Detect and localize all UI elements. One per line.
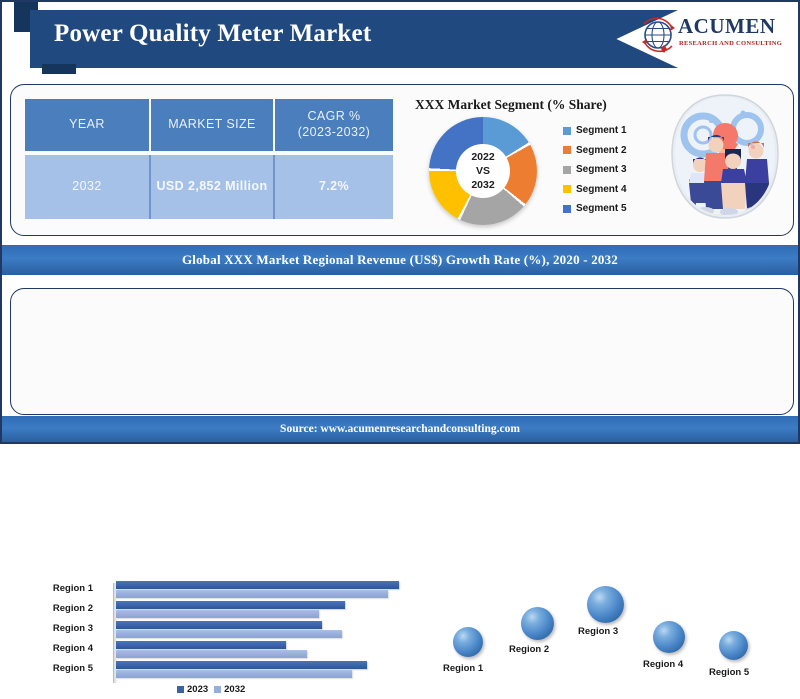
bubble-region-3 (587, 586, 624, 623)
cell-year: 2032 (25, 155, 149, 219)
donut-center-line3: 2032 (471, 179, 495, 192)
bar-chart-legend: 2023 2032 (177, 684, 245, 695)
title-banner (30, 10, 678, 68)
header-cagr-line2: (2023-2032) (297, 125, 371, 139)
bar-legend-swatch-2032 (214, 686, 222, 693)
legend-label-segment-4: Segment 4 (576, 183, 627, 195)
segment-legend: Segment 1 Segment 2 Segment 3 Segment 4 … (563, 121, 673, 219)
bubble-region-5 (719, 631, 748, 660)
legend-swatch-segment-2 (563, 146, 571, 155)
legend-swatch-segment-4 (563, 185, 571, 194)
bubble-region-4 (653, 621, 685, 653)
bar-legend-label-2023: 2023 (187, 684, 209, 695)
legend-label-segment-5: Segment 5 (576, 203, 627, 215)
legend-item: Segment 3 (563, 160, 673, 180)
bar-2023-region-5 (116, 661, 367, 669)
bar-category-label: Region 4 (52, 643, 93, 654)
segment-donut-chart: 2022 VS 2032 (429, 117, 537, 225)
charts-card: Region 1 Region 2 Region 3 Region 4 (10, 288, 794, 695)
bar-2023-region-1 (116, 581, 399, 589)
bubble-label-region-2: Region 2 (509, 644, 550, 655)
bar-legend-item-2032: 2032 (214, 684, 245, 695)
legend-item: Segment 2 (563, 141, 673, 161)
donut-center-line2: VS (475, 164, 490, 177)
footer-source-text: Source: www.acumenresearchandconsulting.… (280, 423, 520, 435)
bar-category-label: Region 5 (52, 663, 93, 674)
legend-swatch-segment-5 (563, 204, 571, 213)
donut-center-line1: 2022 (471, 150, 495, 163)
bar-2023-region-2 (116, 601, 345, 609)
bubble-region-2 (521, 607, 554, 640)
acumen-logo: ACUMEN RESEARCH AND CONSULTING (638, 14, 788, 64)
bar-category-label: Region 2 (52, 603, 93, 614)
bubble-region-1 (453, 627, 483, 657)
legend-label-segment-2: Segment 2 (576, 144, 627, 156)
header-cell-cagr: CAGR % (2023-2032) (273, 99, 393, 151)
regional-bar-chart: Region 1 Region 2 Region 3 Region 4 (27, 581, 413, 697)
cell-market-size: USD 2,852 Million (149, 155, 273, 219)
legend-swatch-segment-1 (563, 126, 571, 135)
bubble-label-region-1: Region 1 (443, 663, 484, 674)
table-row-divider (25, 151, 393, 155)
bar-legend-label-2032: 2032 (224, 684, 246, 695)
banner-corner-tab-bottom (42, 64, 76, 74)
bar-legend-item-2023: 2023 (177, 684, 208, 695)
bubble-label-region-5: Region 5 (709, 667, 750, 678)
segment-chart-title: XXX Market Segment (% Share) (415, 97, 607, 112)
bar-2032-region-2 (116, 610, 319, 618)
legend-label-segment-3: Segment 3 (576, 164, 627, 176)
summary-card: YEAR MARKET SIZE CAGR % (2023-2032) 2032… (10, 84, 794, 236)
bubble-label-region-4: Region 4 (643, 659, 684, 670)
bar-category-label: Region 1 (52, 583, 93, 594)
logo-wordmark: ACUMEN (678, 14, 776, 38)
bar-legend-swatch-2023 (177, 686, 184, 693)
bubble-label-region-3: Region 3 (578, 626, 619, 637)
bar-category-label: Region 3 (52, 623, 93, 634)
regional-bubble-chart: Region 1 Region 2 Region 3 Region 4 Regi… (431, 579, 797, 699)
donut-center-label: 2022 VS 2032 (456, 144, 510, 198)
section-banner-title: Global XXX Market Regional Revenue (US$)… (181, 252, 618, 267)
footer: Source: www.acumenresearchandconsulting.… (2, 416, 798, 442)
header-cell-year: YEAR (25, 99, 149, 151)
bar-group-region-2: Region 2 (27, 601, 413, 620)
legend-swatch-segment-3 (563, 165, 571, 174)
cell-cagr: 7.2% (273, 155, 393, 219)
team-collaboration-illustration (659, 91, 791, 231)
bar-2032-region-3 (116, 630, 342, 638)
header-cell-market-size: MARKET SIZE (149, 99, 273, 151)
bar-group-region-4: Region 4 (27, 641, 413, 660)
bar-group-region-3: Region 3 (27, 621, 413, 640)
bar-2023-region-4 (116, 641, 286, 649)
legend-item: Segment 4 (563, 180, 673, 200)
bar-2032-region-5 (116, 670, 352, 678)
bar-group-region-5: Region 5 (27, 661, 413, 680)
market-summary-table: YEAR MARKET SIZE CAGR % (2023-2032) 2032… (25, 99, 393, 223)
legend-item: Segment 5 (563, 199, 673, 219)
globe-icon (642, 17, 675, 53)
logo-tagline: RESEARCH AND CONSULTING (679, 40, 783, 47)
bar-2032-region-4 (116, 650, 307, 658)
illustration-svg (671, 94, 779, 219)
table-header-row: YEAR MARKET SIZE CAGR % (2023-2032) (25, 99, 393, 151)
bar-2032-region-1 (116, 590, 388, 598)
header-cagr-line1: CAGR % (307, 109, 361, 124)
bar-group-region-1: Region 1 (27, 581, 413, 600)
table-row: 2032 USD 2,852 Million 7.2% (25, 155, 393, 219)
page-title: Power Quality Meter Market (54, 20, 372, 47)
header: Power Quality Meter Market ACUMEN RESEAR… (2, 2, 798, 80)
legend-label-segment-1: Segment 1 (576, 125, 627, 137)
bar-2023-region-3 (116, 621, 322, 629)
section-banner: Global XXX Market Regional Revenue (US$)… (2, 245, 798, 275)
legend-item: Segment 1 (563, 121, 673, 141)
